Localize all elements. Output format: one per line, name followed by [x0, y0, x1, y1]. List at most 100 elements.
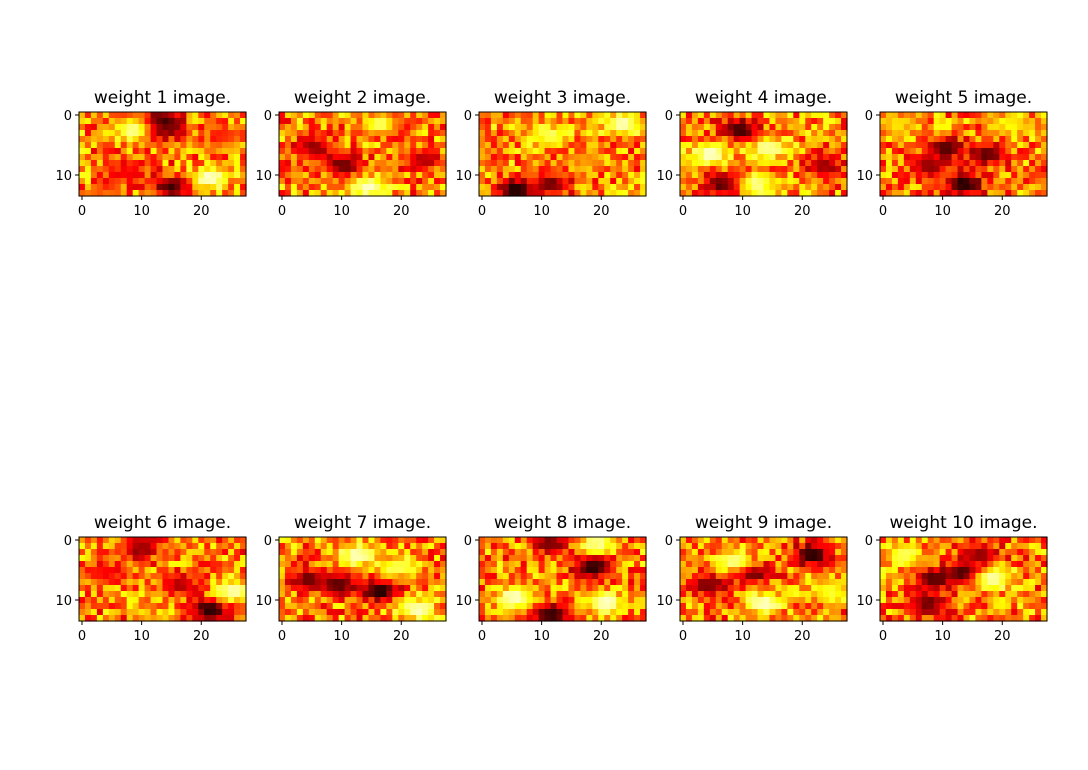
heatmap-cells: [680, 537, 848, 622]
heatmap-cell: [880, 585, 887, 592]
heatmap-cell: [114, 543, 122, 550]
heatmap-cell: [739, 118, 747, 125]
heatmap-cell: [204, 567, 211, 574]
heatmap-cell: [350, 537, 358, 544]
heatmap-cell: [520, 609, 528, 616]
heatmap-cell: [332, 591, 340, 598]
heatmap-cell: [108, 124, 116, 131]
heatmap-cell: [945, 154, 953, 161]
heatmap-cell: [240, 130, 247, 137]
heatmap-cell: [550, 561, 558, 568]
heatmap-cell: [580, 118, 587, 125]
heatmap-cell: [1005, 130, 1012, 137]
heatmap-cell: [1023, 591, 1030, 598]
heatmap-cell: [338, 603, 346, 610]
heatmap-cell: [502, 184, 510, 191]
heatmap-cell: [496, 166, 504, 173]
heatmap-cell: [745, 567, 753, 574]
heatmap-cell: [1041, 615, 1048, 622]
heatmap-cell: [162, 549, 170, 556]
heatmap-cell: [434, 136, 441, 143]
heatmap-cell: [108, 142, 116, 149]
heatmap-cell: [775, 537, 782, 544]
heatmap-cell: [685, 160, 693, 167]
heatmap-cell: [198, 561, 205, 568]
heatmap-cell: [234, 573, 241, 580]
heatmap-cell: [204, 154, 211, 161]
heatmap-cell: [350, 118, 358, 125]
heatmap-cell: [386, 148, 393, 155]
heatmap-cell: [933, 603, 941, 610]
heatmap-cell: [909, 172, 917, 179]
heatmap-cell: [296, 172, 304, 179]
heatmap-cell: [90, 172, 98, 179]
heatmap-cell: [320, 567, 328, 574]
heatmap-cell: [915, 160, 923, 167]
heatmap-cell: [380, 537, 387, 544]
heatmap-cell: [697, 112, 705, 119]
heatmap-cell: [817, 603, 824, 610]
heatmap-cell: [769, 597, 777, 604]
heatmap-cell: [1029, 603, 1036, 610]
heatmap-cell: [222, 573, 229, 580]
heatmap-cell: [616, 537, 623, 544]
heatmap-cell: [186, 184, 193, 191]
heatmap-cell: [496, 118, 504, 125]
heatmap-cell: [829, 184, 836, 191]
heatmap-cell: [805, 178, 812, 185]
heatmap-cell: [793, 178, 800, 185]
heatmap-cell: [84, 124, 92, 131]
heatmap-cell: [502, 178, 510, 185]
heatmap-cell: [841, 591, 848, 598]
heatmap-cell: [969, 591, 977, 598]
heatmap-cell: [586, 591, 593, 598]
heatmap-cell: [622, 178, 629, 185]
heatmap-cell: [616, 142, 623, 149]
heatmap-cell: [733, 561, 741, 568]
heatmap-cell: [538, 166, 546, 173]
heatmap-cell: [793, 585, 800, 592]
heatmap-cell: [841, 124, 848, 131]
heatmap-cell: [987, 585, 994, 592]
heatmap-cell: [508, 567, 516, 574]
heatmap-cell: [957, 160, 965, 167]
heatmap-cell: [987, 142, 994, 149]
heatmap-cell: [1023, 166, 1030, 173]
heatmap-cell: [805, 561, 812, 568]
heatmap-cell: [757, 160, 765, 167]
heatmap-cell: [733, 597, 741, 604]
heatmap-cell: [781, 591, 788, 598]
heatmap-cell: [398, 154, 405, 161]
heatmap-cell: [174, 148, 181, 155]
heatmap-cell: [640, 112, 647, 119]
heatmap-cell: [841, 561, 848, 568]
heatmap-cell: [90, 142, 98, 149]
x-tick-label: 0: [78, 629, 86, 644]
heatmap-cell: [526, 160, 534, 167]
heatmap-cell: [745, 549, 753, 556]
heatmap-cell: [580, 154, 587, 161]
x-tick-label: 0: [478, 629, 486, 644]
heatmap-cell: [586, 579, 593, 586]
heatmap-cell: [604, 172, 611, 179]
heatmap-cell: [829, 148, 836, 155]
heatmap-cell: [680, 124, 687, 131]
heatmap-cell: [374, 160, 381, 167]
heatmap-cell: [198, 160, 205, 167]
heatmap-cell: [745, 124, 753, 131]
heatmap-cell: [616, 178, 623, 185]
heatmap-cell: [574, 615, 581, 622]
heatmap-cell: [296, 591, 304, 598]
heatmap-cell: [344, 615, 352, 622]
heatmap-cell: [120, 603, 128, 610]
heatmap-cell: [326, 154, 334, 161]
heatmap-cell: [532, 154, 540, 161]
heatmap-cell: [320, 543, 328, 550]
heatmap-cell: [751, 172, 759, 179]
heatmap-cell: [598, 172, 605, 179]
heatmap-cell: [126, 184, 134, 191]
heatmap-cell: [733, 603, 741, 610]
heatmap-cell: [775, 543, 782, 550]
heatmap-cell: [685, 573, 693, 580]
heatmap-cell: [811, 190, 818, 197]
